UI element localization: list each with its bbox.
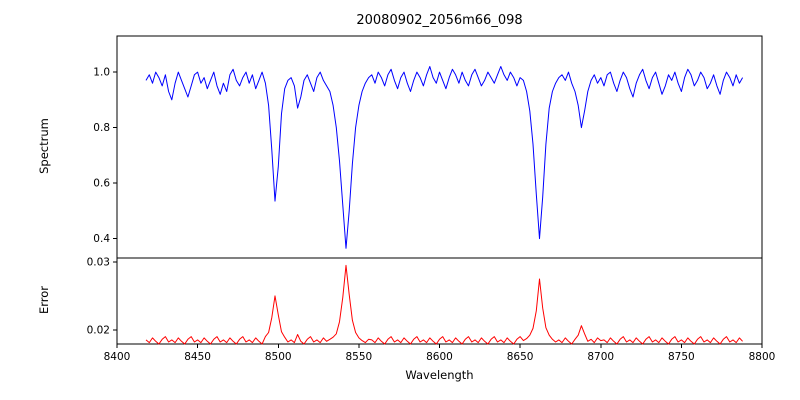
bottom-panel-border [116,257,763,345]
x-tick-label: 8600 [426,351,453,363]
x-tick-label: 8500 [265,351,292,363]
y-tick-label: 0.8 [93,122,110,134]
y-tick-label: 0.6 [93,178,110,190]
x-tick-label: 8700 [587,351,614,363]
error-line [145,264,743,345]
x-tick-label: 8450 [184,351,211,363]
y-tick-label: 0.03 [87,257,110,269]
x-tick-label: 8800 [749,351,776,363]
x-tick-label: 8400 [104,351,131,363]
y-tick-label: 0.4 [93,233,110,245]
x-tick-label: 8550 [346,351,373,363]
spectrum-line [145,66,744,249]
x-axis-label: Wavelength [405,368,474,382]
x-tick-label: 8650 [507,351,534,363]
top-panel-border [116,35,763,259]
x-tick-label: 8750 [668,351,695,363]
y-tick-label: 0.02 [87,324,110,336]
chart-title: 20080902_2056m66_098 [356,13,523,28]
y-tick-label: 1.0 [93,67,110,79]
